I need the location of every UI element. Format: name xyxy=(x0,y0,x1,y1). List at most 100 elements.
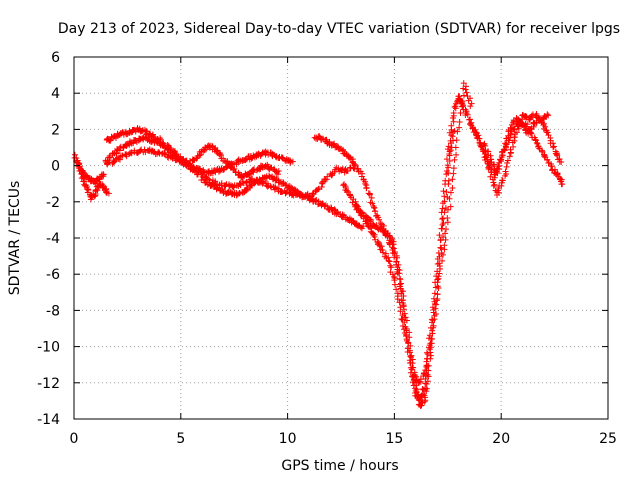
data-point xyxy=(443,167,450,174)
data-point xyxy=(347,164,354,171)
series-track-8 xyxy=(340,93,471,403)
data-point xyxy=(452,144,459,151)
data-point xyxy=(480,141,487,148)
data-point xyxy=(472,128,479,135)
y-tick-label: -2 xyxy=(46,195,60,211)
data-point xyxy=(439,221,446,228)
data-point xyxy=(439,205,446,212)
data-point xyxy=(440,188,447,195)
data-point xyxy=(405,345,412,352)
data-point xyxy=(105,190,112,197)
data-point xyxy=(544,156,551,163)
data-point xyxy=(551,166,558,173)
data-point xyxy=(423,380,430,387)
data-point xyxy=(513,129,520,136)
data-point xyxy=(410,382,417,389)
data-point xyxy=(450,170,457,177)
data-point xyxy=(379,249,386,256)
data-point xyxy=(114,146,121,153)
data-point xyxy=(399,323,406,330)
data-point xyxy=(194,152,201,159)
data-point xyxy=(435,275,442,282)
data-point xyxy=(391,277,398,284)
data-point xyxy=(441,193,448,200)
data-point xyxy=(430,306,437,313)
data-point xyxy=(128,150,135,157)
data-point xyxy=(438,209,445,216)
data-point xyxy=(434,279,441,286)
data-point xyxy=(379,246,386,253)
data-point xyxy=(463,89,470,96)
data-point xyxy=(447,147,454,154)
data-point xyxy=(391,254,398,261)
data-point xyxy=(487,173,494,180)
data-point xyxy=(360,176,367,183)
data-point xyxy=(372,208,379,215)
data-point xyxy=(371,233,378,240)
data-point xyxy=(434,255,441,262)
data-point xyxy=(441,242,448,249)
data-point xyxy=(443,156,450,163)
data-point xyxy=(527,126,534,133)
data-point xyxy=(545,159,552,166)
data-point xyxy=(227,163,234,170)
data-point xyxy=(442,177,449,184)
data-point xyxy=(436,270,443,277)
data-point xyxy=(541,153,548,160)
data-point xyxy=(312,197,319,204)
y-tick-label: 6 xyxy=(51,50,60,66)
data-point xyxy=(425,344,432,351)
data-point xyxy=(423,349,430,356)
data-point xyxy=(382,250,389,257)
data-point xyxy=(453,151,460,158)
y-tick-label: -4 xyxy=(46,231,60,247)
y-tick-label: -8 xyxy=(46,303,60,319)
data-point xyxy=(453,137,460,144)
data-point xyxy=(485,165,492,172)
data-point xyxy=(401,329,408,336)
data-point xyxy=(532,136,539,143)
data-point xyxy=(462,86,469,93)
data-point xyxy=(407,369,414,376)
series-track-6 xyxy=(198,172,367,232)
data-point xyxy=(149,131,156,138)
data-point xyxy=(510,119,517,126)
data-point xyxy=(396,270,403,277)
data-point xyxy=(371,204,378,211)
data-point xyxy=(554,170,561,177)
series-track-4 xyxy=(103,125,282,181)
data-point xyxy=(275,167,282,174)
y-tick-label: 2 xyxy=(51,122,60,138)
data-point xyxy=(464,111,471,118)
data-point xyxy=(426,332,433,339)
data-point xyxy=(460,92,467,99)
data-point xyxy=(324,173,331,180)
data-point xyxy=(245,171,252,178)
data-point xyxy=(172,150,179,157)
data-point xyxy=(451,156,458,163)
data-point xyxy=(423,362,430,369)
data-point xyxy=(325,205,332,212)
data-point xyxy=(355,165,362,172)
data-point xyxy=(533,119,540,126)
chart-title: Day 213 of 2023, Sidereal Day-to-day VTE… xyxy=(58,21,620,37)
data-point xyxy=(499,177,506,184)
data-point xyxy=(424,355,431,362)
data-point xyxy=(392,248,399,255)
data-point xyxy=(231,165,238,172)
data-point xyxy=(525,130,532,137)
data-point xyxy=(107,137,114,144)
data-point xyxy=(392,281,399,288)
data-point xyxy=(399,316,406,323)
data-point xyxy=(507,124,514,131)
data-point xyxy=(550,144,557,151)
data-point xyxy=(408,354,415,361)
data-point xyxy=(502,168,509,175)
data-point xyxy=(394,254,401,261)
data-point xyxy=(504,160,511,167)
data-point xyxy=(141,146,148,153)
data-point xyxy=(84,186,91,193)
data-point xyxy=(442,236,449,243)
data-point xyxy=(427,352,434,359)
data-point xyxy=(460,80,467,87)
